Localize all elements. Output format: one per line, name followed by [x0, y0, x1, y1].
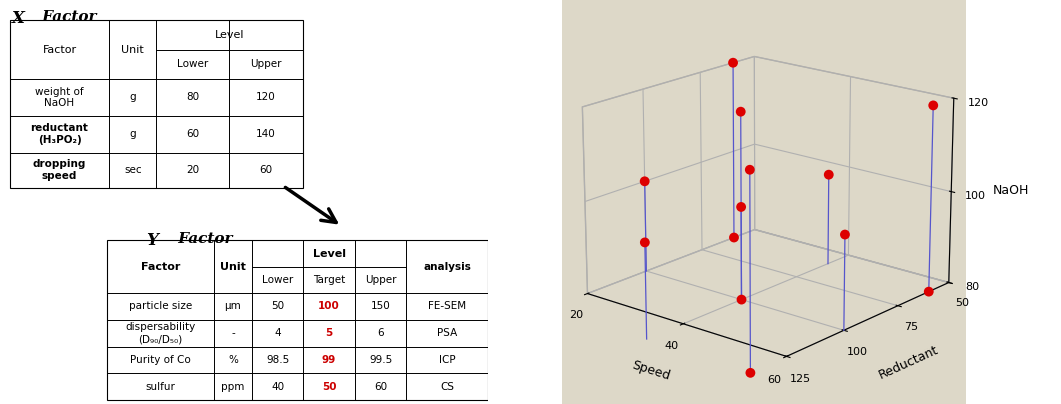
- Text: 120: 120: [256, 93, 276, 102]
- Text: 5: 5: [326, 328, 333, 338]
- Text: Unit: Unit: [220, 262, 246, 272]
- Text: μm: μm: [225, 301, 241, 311]
- Text: 50: 50: [272, 301, 284, 311]
- Text: weight of
NaOH: weight of NaOH: [35, 86, 84, 108]
- Bar: [10, 20, 302, 188]
- Text: 80: 80: [187, 93, 199, 102]
- X-axis label: Speed: Speed: [630, 359, 672, 383]
- Text: Factor: Factor: [42, 44, 76, 55]
- Bar: [107, 240, 488, 400]
- Text: sulfur: sulfur: [145, 382, 176, 392]
- Text: Lower: Lower: [262, 275, 293, 285]
- Text: Target: Target: [313, 275, 345, 285]
- Text: 20: 20: [187, 165, 199, 175]
- Text: FE-SEM: FE-SEM: [428, 301, 466, 311]
- Text: 6: 6: [378, 328, 384, 338]
- Text: CS: CS: [440, 382, 454, 392]
- Text: Upper: Upper: [365, 275, 396, 285]
- Text: Y: Y: [146, 232, 158, 249]
- Text: Level: Level: [214, 30, 244, 40]
- Text: 4: 4: [275, 328, 281, 338]
- Text: Level: Level: [313, 248, 346, 259]
- Text: 99: 99: [321, 355, 336, 365]
- Text: ppm: ppm: [222, 382, 245, 392]
- Text: Lower: Lower: [177, 59, 208, 69]
- Text: 60: 60: [260, 165, 273, 175]
- Text: 100: 100: [318, 301, 340, 311]
- Text: 98.5: 98.5: [266, 355, 290, 365]
- Text: X: X: [13, 10, 25, 27]
- Text: PSA: PSA: [437, 328, 457, 338]
- Text: %: %: [228, 355, 238, 365]
- Text: Factor: Factor: [141, 262, 180, 272]
- Text: dispersability
(D₉₀/D₅₀): dispersability (D₉₀/D₅₀): [125, 322, 196, 344]
- Text: 60: 60: [373, 382, 387, 392]
- Text: 150: 150: [370, 301, 390, 311]
- Text: dropping
speed: dropping speed: [33, 160, 86, 181]
- Text: g: g: [129, 129, 136, 139]
- Text: Factor: Factor: [173, 232, 232, 246]
- Text: 50: 50: [321, 382, 336, 392]
- Y-axis label: Reductant: Reductant: [876, 343, 941, 382]
- Text: analysis: analysis: [423, 262, 471, 272]
- Text: Upper: Upper: [250, 59, 282, 69]
- Text: sec: sec: [124, 165, 141, 175]
- Text: 60: 60: [187, 129, 199, 139]
- Text: reductant
(H₃PO₂): reductant (H₃PO₂): [31, 123, 88, 145]
- Text: Factor: Factor: [36, 10, 97, 24]
- Text: 140: 140: [256, 129, 276, 139]
- Text: Purity of Co: Purity of Co: [131, 355, 191, 365]
- Text: Unit: Unit: [121, 44, 144, 55]
- Text: -: -: [231, 328, 234, 338]
- Text: particle size: particle size: [129, 301, 192, 311]
- Text: g: g: [129, 93, 136, 102]
- Text: 40: 40: [272, 382, 284, 392]
- Text: 99.5: 99.5: [369, 355, 393, 365]
- Text: ICP: ICP: [439, 355, 455, 365]
